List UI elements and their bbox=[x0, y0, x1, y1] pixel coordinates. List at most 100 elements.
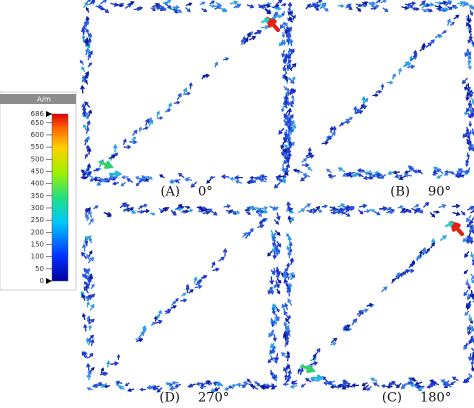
current-arrow bbox=[133, 6, 142, 12]
current-arrow bbox=[347, 206, 355, 211]
current-arrow bbox=[287, 282, 293, 292]
current-arrow bbox=[84, 273, 90, 282]
current-arrow bbox=[451, 376, 459, 382]
current-arrow bbox=[463, 269, 469, 275]
current-arrow bbox=[422, 247, 426, 254]
current-arrow bbox=[242, 232, 248, 238]
current-arrow bbox=[467, 235, 471, 242]
current-arrow bbox=[88, 324, 92, 331]
current-arrow bbox=[165, 3, 172, 9]
current-arrow bbox=[86, 171, 92, 176]
current-arrow bbox=[411, 259, 415, 266]
current-arrow bbox=[470, 97, 474, 104]
current-arrow bbox=[464, 84, 468, 91]
colorbar-tick-label: 0 bbox=[40, 277, 44, 285]
current-arrow bbox=[356, 6, 362, 12]
current-arrow bbox=[202, 208, 209, 212]
current-arrow bbox=[397, 205, 404, 209]
current-arrow bbox=[84, 153, 88, 159]
current-arrow bbox=[199, 385, 207, 390]
current-arrow bbox=[338, 122, 345, 127]
current-arrow bbox=[177, 172, 185, 179]
current-arrow bbox=[471, 365, 474, 372]
current-arrow bbox=[441, 30, 448, 35]
current-arrow bbox=[466, 152, 470, 159]
current-arrow bbox=[368, 1, 376, 6]
current-arrow bbox=[151, 321, 156, 326]
current-arrow bbox=[164, 308, 172, 313]
current-arrow bbox=[438, 203, 447, 209]
current-arrow bbox=[372, 382, 380, 387]
current-arrow bbox=[150, 7, 156, 12]
current-arrow bbox=[358, 203, 368, 209]
colorbar-header bbox=[0, 94, 76, 104]
current-arrow bbox=[270, 373, 276, 380]
current-arrow bbox=[93, 205, 99, 210]
current-arrow bbox=[175, 8, 183, 13]
current-arrow bbox=[174, 383, 182, 388]
current-arrow bbox=[90, 338, 95, 347]
current-arrow bbox=[158, 309, 162, 317]
colorbar-tick-label: 400 bbox=[31, 180, 44, 188]
current-arrow bbox=[185, 285, 190, 294]
panel-angle: 270° bbox=[198, 391, 229, 406]
current-arrow bbox=[85, 126, 90, 135]
current-arrow bbox=[82, 106, 87, 115]
current-arrow bbox=[466, 14, 472, 23]
current-arrow bbox=[317, 2, 327, 8]
current-arrow bbox=[434, 4, 443, 10]
current-arrow bbox=[347, 171, 355, 176]
current-arrow bbox=[281, 49, 286, 59]
current-arrow bbox=[461, 77, 468, 85]
current-arrow bbox=[156, 387, 163, 393]
current-arrow bbox=[246, 378, 252, 384]
current-arrow bbox=[380, 0, 387, 4]
current-arrow bbox=[103, 384, 111, 389]
current-arrow bbox=[231, 209, 237, 216]
current-arrow bbox=[289, 384, 298, 389]
current-arrow bbox=[337, 383, 345, 388]
current-arrow bbox=[425, 248, 431, 254]
current-arrow bbox=[138, 178, 145, 183]
current-arrow bbox=[328, 174, 337, 179]
current-arrow bbox=[472, 256, 474, 262]
current-arrow bbox=[161, 6, 167, 11]
current-arrow bbox=[106, 360, 111, 368]
current-arrow bbox=[372, 93, 379, 97]
current-arrow bbox=[79, 59, 84, 65]
current-arrow bbox=[100, 367, 105, 374]
current-arrow bbox=[380, 384, 388, 388]
current-arrow bbox=[450, 21, 455, 26]
current-arrow bbox=[122, 138, 127, 146]
current-arrow bbox=[214, 61, 218, 68]
current-arrow bbox=[374, 211, 381, 216]
current-arrow bbox=[469, 237, 474, 245]
current-arrow bbox=[288, 141, 293, 148]
current-arrow bbox=[93, 178, 100, 182]
current-arrow bbox=[289, 16, 294, 23]
current-arrow bbox=[249, 176, 256, 180]
current-arrow bbox=[385, 210, 395, 215]
current-arrow bbox=[181, 292, 187, 297]
current-arrow bbox=[455, 172, 462, 177]
current-arrow bbox=[284, 373, 288, 381]
current-arrow bbox=[286, 146, 291, 153]
current-arrow bbox=[85, 235, 92, 242]
current-arrow bbox=[392, 170, 401, 175]
current-arrow bbox=[188, 82, 193, 90]
current-arrow bbox=[110, 361, 119, 366]
current-arrow bbox=[283, 332, 288, 340]
current-arrow bbox=[365, 169, 372, 176]
current-arrow bbox=[372, 4, 380, 9]
current-arrow bbox=[138, 126, 143, 133]
current-arrow bbox=[116, 353, 121, 360]
current-arrow bbox=[81, 27, 86, 36]
current-arrow bbox=[276, 240, 282, 248]
current-arrow bbox=[245, 211, 252, 215]
current-arrow bbox=[430, 241, 435, 249]
current-arrow bbox=[273, 11, 279, 17]
current-arrow bbox=[120, 181, 126, 187]
colorbar-tick-label: 500 bbox=[31, 155, 44, 163]
current-arrow bbox=[80, 84, 85, 94]
current-arrow bbox=[228, 385, 234, 389]
